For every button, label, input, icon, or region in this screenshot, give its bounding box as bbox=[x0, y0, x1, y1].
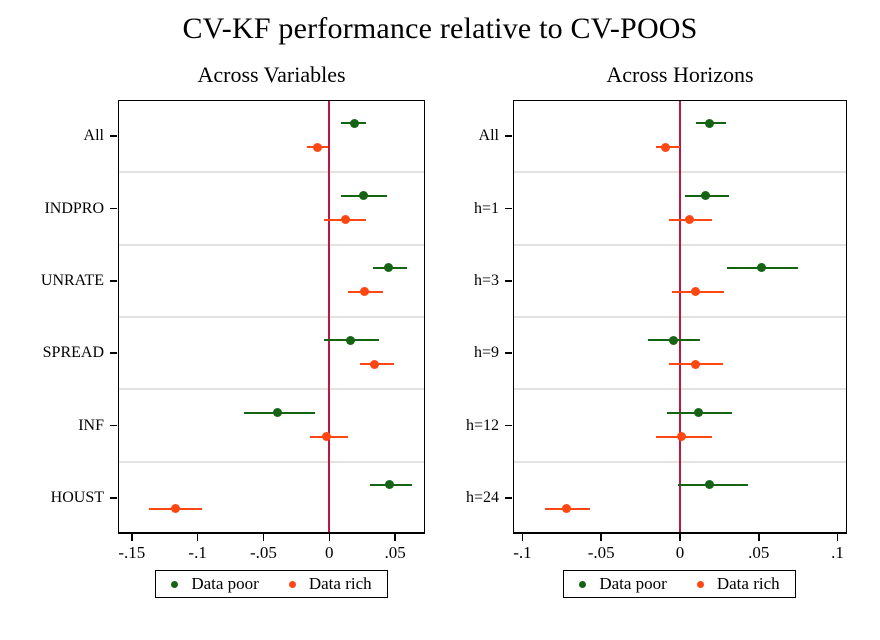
category-tick bbox=[110, 352, 117, 354]
gridline bbox=[118, 243, 425, 246]
legend-entry-data-rich: Data rich bbox=[288, 574, 372, 594]
legend-entry-data-poor: Data poor bbox=[171, 574, 259, 594]
gridline bbox=[118, 388, 425, 391]
x-axis-tick-label: .1 bbox=[831, 543, 844, 562]
category-label: h=3 bbox=[473, 271, 499, 289]
legend-across-variables: Data poor Data rich bbox=[155, 570, 388, 598]
point-marker bbox=[562, 504, 572, 514]
point-marker bbox=[312, 142, 322, 152]
point-marker bbox=[684, 215, 694, 224]
point-marker bbox=[691, 359, 701, 369]
x-axis-tick-label: .05 bbox=[384, 543, 406, 562]
category-label: h=9 bbox=[473, 344, 499, 362]
category-label: UNRATE bbox=[40, 271, 104, 289]
category-tick bbox=[505, 207, 512, 210]
category-tick bbox=[110, 135, 117, 137]
zero-refline bbox=[328, 100, 331, 534]
point-marker bbox=[359, 191, 369, 200]
point-marker bbox=[705, 118, 715, 128]
category-label: h=12 bbox=[465, 416, 499, 434]
category-label: INF bbox=[78, 416, 104, 434]
point-marker bbox=[385, 480, 395, 490]
x-axis-tick bbox=[521, 534, 524, 541]
legend-label-data-poor: Data poor bbox=[191, 574, 259, 593]
x-axis-tick-label: 0 bbox=[325, 543, 334, 562]
category-tick bbox=[110, 424, 117, 427]
x-axis-tick bbox=[262, 534, 265, 541]
gridline bbox=[118, 460, 425, 463]
category-tick bbox=[505, 135, 512, 137]
x-axis-tick-label: -.15 bbox=[118, 543, 146, 562]
x-axis-tick bbox=[328, 534, 331, 541]
plot-area-across-horizons: All h=1 h=3 h=9 h=12 h=24 -.1 -.05 0 .05 .1 bbox=[466, 100, 847, 562]
x-axis-tick-label: 0 bbox=[675, 543, 685, 562]
category-label: HOUST bbox=[50, 488, 104, 506]
point-marker bbox=[757, 263, 767, 273]
category-tick bbox=[505, 424, 512, 427]
category-tick bbox=[110, 207, 117, 210]
point-marker bbox=[677, 432, 687, 441]
point-marker bbox=[705, 480, 715, 490]
x-axis-tick bbox=[394, 534, 396, 541]
point-marker bbox=[340, 215, 350, 224]
category-label: h=1 bbox=[473, 199, 499, 217]
category-tick bbox=[110, 280, 117, 282]
point-marker bbox=[349, 118, 359, 128]
x-axis-tick-label: -.1 bbox=[513, 543, 532, 562]
point-marker bbox=[691, 287, 701, 297]
legend-entry-data-poor: Data poor bbox=[579, 574, 667, 594]
data-poor-dot-icon bbox=[171, 580, 179, 588]
x-axis-tick bbox=[836, 534, 839, 541]
x-axis-tick bbox=[600, 534, 602, 541]
category-tick bbox=[110, 497, 117, 499]
x-axis-tick-label: -.1 bbox=[188, 543, 207, 562]
legend-entry-data-rich: Data rich bbox=[696, 574, 780, 594]
point-marker bbox=[170, 504, 180, 514]
legend-label-data-rich: Data rich bbox=[716, 574, 780, 593]
category-label: h=24 bbox=[465, 488, 499, 506]
point-marker bbox=[369, 359, 379, 369]
x-axis-tick-label: -.05 bbox=[587, 543, 615, 562]
x-axis-tick bbox=[758, 534, 760, 541]
category-label: All bbox=[478, 127, 499, 145]
point-marker bbox=[700, 191, 710, 200]
figure-title: CV-KF performance relative to CV-POOS bbox=[182, 12, 698, 45]
category-tick bbox=[505, 497, 512, 499]
x-axis-tick bbox=[131, 534, 133, 541]
point-marker bbox=[661, 142, 671, 152]
point-marker bbox=[273, 408, 283, 417]
category-label: All bbox=[83, 127, 104, 145]
point-marker bbox=[384, 263, 394, 273]
gridline bbox=[118, 171, 425, 174]
point-marker bbox=[345, 335, 355, 345]
category-tick bbox=[505, 352, 512, 354]
data-rich-dot-icon bbox=[288, 580, 296, 588]
data-poor-dot-icon bbox=[579, 580, 587, 588]
category-tick bbox=[505, 280, 512, 282]
legend-label-data-poor: Data poor bbox=[599, 574, 667, 593]
category-label: INDPRO bbox=[44, 199, 104, 217]
x-axis-tick bbox=[196, 534, 199, 541]
x-axis-tick-label: .05 bbox=[748, 543, 770, 562]
plot-area-across-variables: All INDPRO UNRATE SPREAD INF HOUST -.15 -.1 -.05… bbox=[41, 100, 425, 562]
point-marker bbox=[669, 335, 679, 345]
category-label: SPREAD bbox=[42, 344, 104, 362]
gridline bbox=[118, 316, 425, 318]
x-axis-tick-label: -.05 bbox=[250, 543, 277, 562]
point-marker bbox=[694, 408, 704, 417]
panel-title-across-horizons: Across Horizons bbox=[606, 62, 754, 87]
point-marker bbox=[360, 287, 370, 297]
legend-across-horizons: Data poor Data rich bbox=[563, 570, 796, 598]
data-rich-dot-icon bbox=[696, 580, 704, 588]
panel-title-across-variables: Across Variables bbox=[197, 62, 346, 87]
point-marker bbox=[322, 432, 332, 441]
legend-label-data-rich: Data rich bbox=[308, 574, 372, 593]
x-axis-tick bbox=[679, 534, 681, 541]
zero-refline bbox=[679, 100, 681, 534]
